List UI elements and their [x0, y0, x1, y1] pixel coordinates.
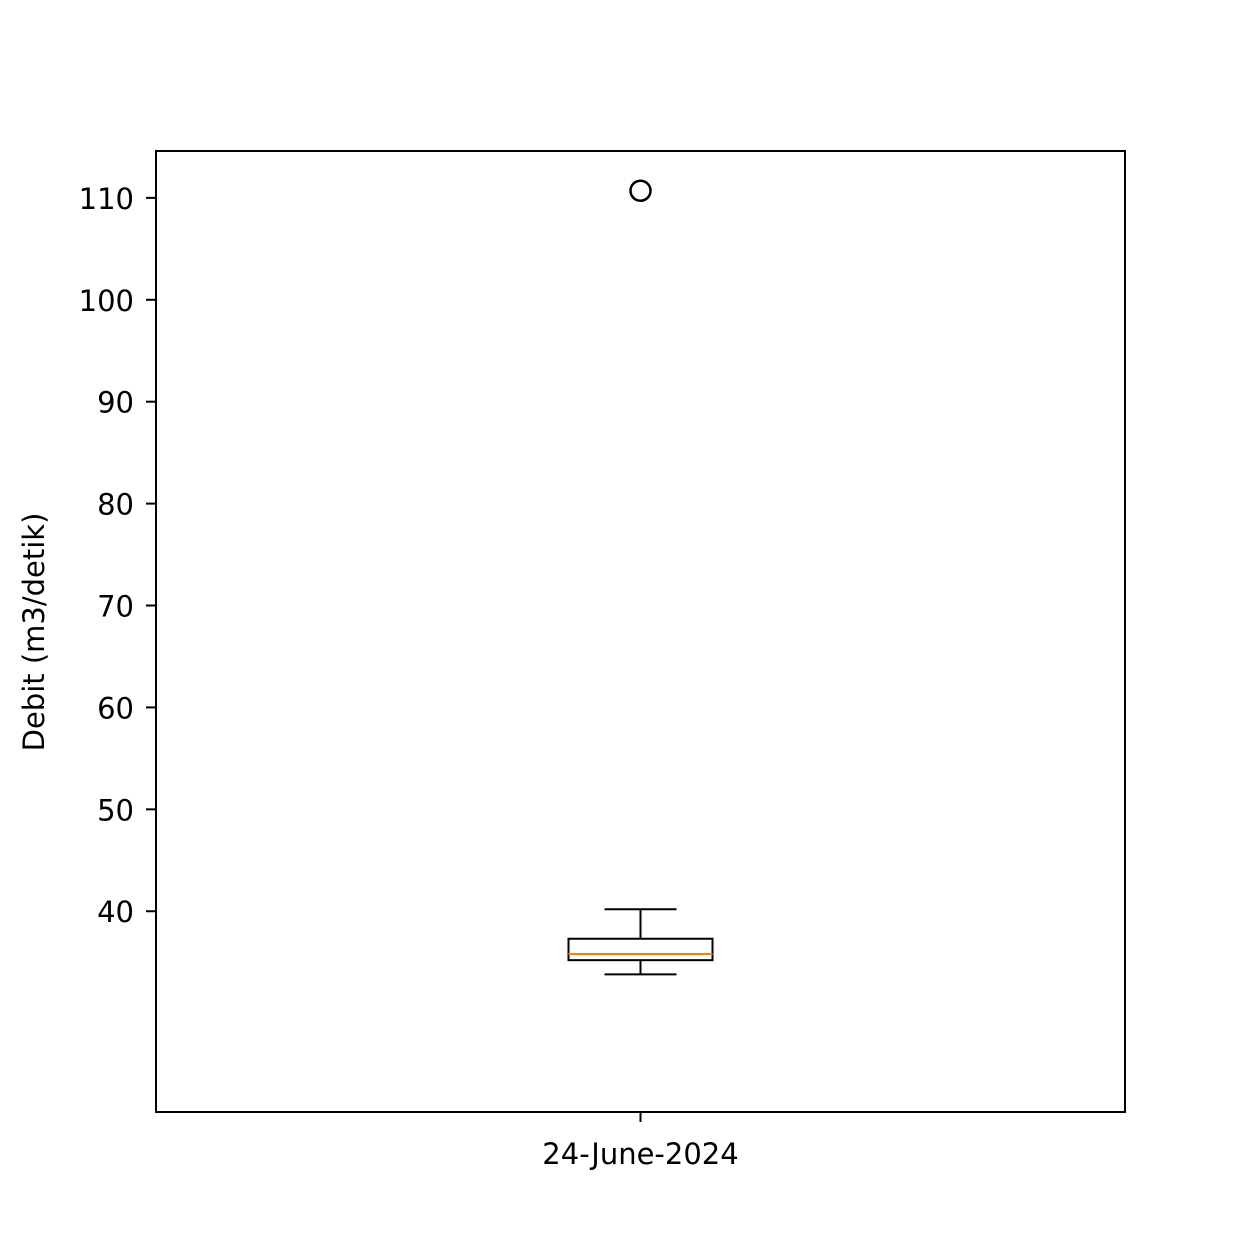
y-tick-label-110: 110 [79, 182, 134, 216]
plot-area [567, 179, 714, 976]
y-tick-label-70: 70 [97, 590, 134, 624]
y-axis-label: Debit (m3/detik) [17, 513, 51, 752]
y-tick-label-80: 80 [97, 488, 134, 522]
y-tick-label-40: 40 [97, 895, 134, 929]
y-tick-label-60: 60 [97, 691, 134, 725]
y-tick-label-100: 100 [79, 284, 134, 318]
y-tick-label-50: 50 [97, 793, 134, 827]
x-tick-label-0: 24-June-2024 [542, 1137, 738, 1171]
y-axis: 40 50 60 70 80 90 100 110 [79, 182, 156, 929]
outlier-point-0 [629, 179, 652, 202]
x-axis: 24-June-2024 [542, 1112, 739, 1171]
interquartile-box [567, 937, 714, 962]
y-tick-label-90: 90 [97, 386, 134, 420]
